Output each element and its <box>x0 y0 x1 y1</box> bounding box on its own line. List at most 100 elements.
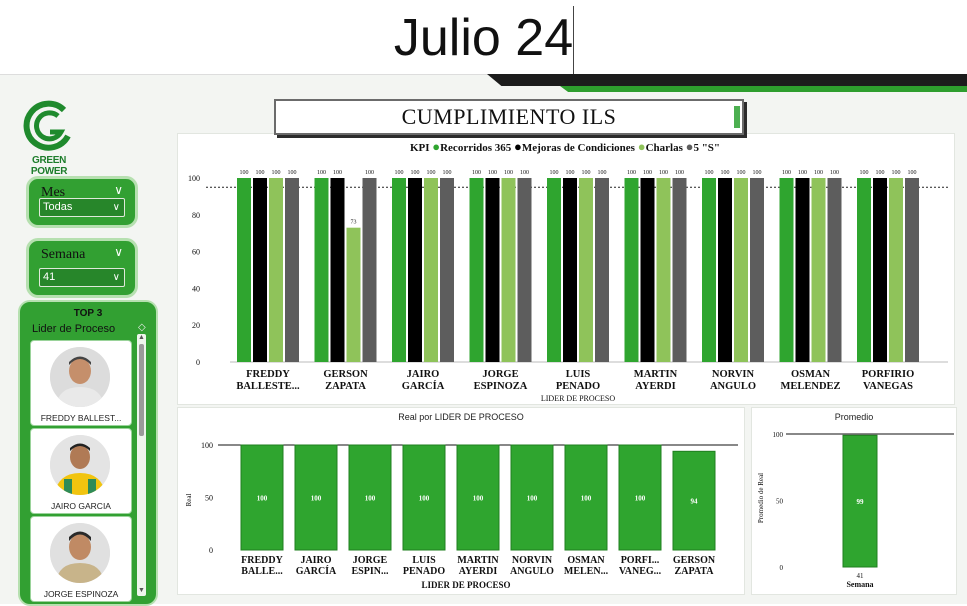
data-label: 100 <box>317 170 326 176</box>
legend-dot-icon: ● <box>432 139 441 154</box>
data-label: 100 <box>705 170 714 176</box>
y-tick-label: 80 <box>192 211 200 220</box>
bar <box>485 178 500 362</box>
y-tick-label: 0 <box>209 546 213 555</box>
x-tick-label: BALLE... <box>241 566 283 577</box>
data-label: 100 <box>272 170 281 176</box>
scrollbar-thumb[interactable] <box>139 344 144 436</box>
legend-title: KPI <box>409 142 430 154</box>
bar <box>469 178 484 362</box>
top3-subtitle: Lider de Proceso <box>32 323 116 335</box>
mes-label: Mes <box>41 185 66 200</box>
y-axis-title: Real <box>185 494 193 507</box>
data-label: 100 <box>643 170 652 176</box>
data-label: 100 <box>443 170 452 176</box>
x-tick-label: ESPIN... <box>352 566 389 577</box>
x-tick-label: AYERDI <box>459 566 498 577</box>
legend-dot-icon: ● <box>637 139 646 154</box>
x-tick-label: AYERDI <box>635 381 675 392</box>
x-tick-label: PENADO <box>403 566 445 577</box>
bar <box>314 178 329 362</box>
data-label: 100 <box>488 170 497 176</box>
bar <box>501 178 516 362</box>
data-label: 100 <box>876 170 885 176</box>
bar <box>330 178 345 362</box>
bar <box>672 450 716 551</box>
data-label: 100 <box>860 170 869 176</box>
x-tick-label: PORFI... <box>621 555 660 566</box>
scroll-up-icon[interactable]: ▲ <box>138 334 145 341</box>
x-tick-label: JORGE <box>482 369 518 380</box>
bar <box>294 444 338 551</box>
bar <box>672 178 687 362</box>
y-tick-label: 60 <box>192 248 200 257</box>
data-label: 100 <box>240 170 249 176</box>
top3-card[interactable]: JORGE ESPINOZA <box>30 516 132 602</box>
data-label: 99 <box>857 498 865 506</box>
data-label: 100 <box>256 170 265 176</box>
y-tick-label: 20 <box>192 321 200 330</box>
data-label: 100 <box>288 170 297 176</box>
header-decoration-green <box>560 86 967 92</box>
bar <box>269 178 283 362</box>
mes-dropdown[interactable]: Todas ∨ <box>39 198 125 217</box>
bar <box>579 178 593 362</box>
data-label: 100 <box>333 170 342 176</box>
dropdown-arrow-icon[interactable]: ∨ <box>112 272 120 283</box>
filter-icon[interactable]: ◇ <box>138 322 146 333</box>
x-tick-label: OSMAN <box>567 555 605 566</box>
x-axis-title: Semana <box>846 580 873 589</box>
data-label: 100 <box>257 495 268 503</box>
data-label: 100 <box>504 170 513 176</box>
x-tick-label: BALLESTE... <box>236 381 300 392</box>
data-label: 100 <box>635 495 646 503</box>
legend-label[interactable]: Recorridos 365 <box>440 142 512 154</box>
legend-label[interactable]: Mejoras de Condiciones <box>521 142 635 154</box>
top3-card[interactable]: JAIRO GARCIA <box>30 428 132 514</box>
mes-slicer[interactable]: Mes ∨ Todas ∨ <box>26 176 138 228</box>
data-label: 100 <box>598 170 607 176</box>
bar <box>440 178 454 362</box>
data-label: 100 <box>395 170 404 176</box>
person-photo-icon <box>50 347 110 407</box>
bar <box>857 178 871 362</box>
chevron-down-icon[interactable]: ∨ <box>114 245 123 259</box>
dropdown-arrow-icon[interactable]: ∨ <box>112 202 120 213</box>
data-label: 100 <box>798 170 807 176</box>
legend-label[interactable]: 5 "S" <box>693 142 721 154</box>
top3-card[interactable]: FREDDY BALLEST... <box>30 340 132 426</box>
avatar <box>50 347 110 407</box>
top3-title: TOP 3 <box>73 308 103 319</box>
person-photo-icon <box>50 435 110 495</box>
x-tick-label: ZAPATA <box>675 566 715 577</box>
x-tick-label: VANEG... <box>619 566 662 577</box>
legend-label[interactable]: Charlas <box>645 142 683 154</box>
y-tick-label: 100 <box>773 431 784 439</box>
logo-text: GREEN POWER <box>30 155 68 177</box>
real-bar-chart: Real por LIDER DE PROCESO 100 50 0 Real 100 FR… <box>185 412 738 590</box>
data-label: 100 <box>411 170 420 176</box>
bar <box>424 178 438 362</box>
x-tick-label: MELEN... <box>564 566 609 577</box>
semana-dropdown[interactable]: 41 ∨ <box>39 268 125 287</box>
page-title: Julio 24 <box>393 9 574 67</box>
data-label: 100 <box>311 495 322 503</box>
top3-name: FREDDY BALLEST... <box>40 413 122 423</box>
top3-scrollbar[interactable] <box>137 334 146 596</box>
x-tick-label: JAIRO <box>407 369 440 380</box>
bar <box>237 178 251 362</box>
chevron-down-icon[interactable]: ∨ <box>114 183 123 197</box>
green-power-logo-icon <box>23 100 71 151</box>
scroll-down-icon[interactable]: ▼ <box>138 587 145 594</box>
bar <box>779 178 794 362</box>
semana-slicer[interactable]: Semana ∨ 41 ∨ <box>26 238 138 298</box>
bar <box>842 434 878 568</box>
bar <box>624 178 639 362</box>
bar <box>873 178 887 362</box>
x-tick-label: GARCÍA <box>402 380 445 392</box>
bar <box>517 178 532 362</box>
bar <box>408 178 422 362</box>
data-label: 100 <box>527 495 538 503</box>
x-tick-label: GERSON <box>323 369 368 380</box>
